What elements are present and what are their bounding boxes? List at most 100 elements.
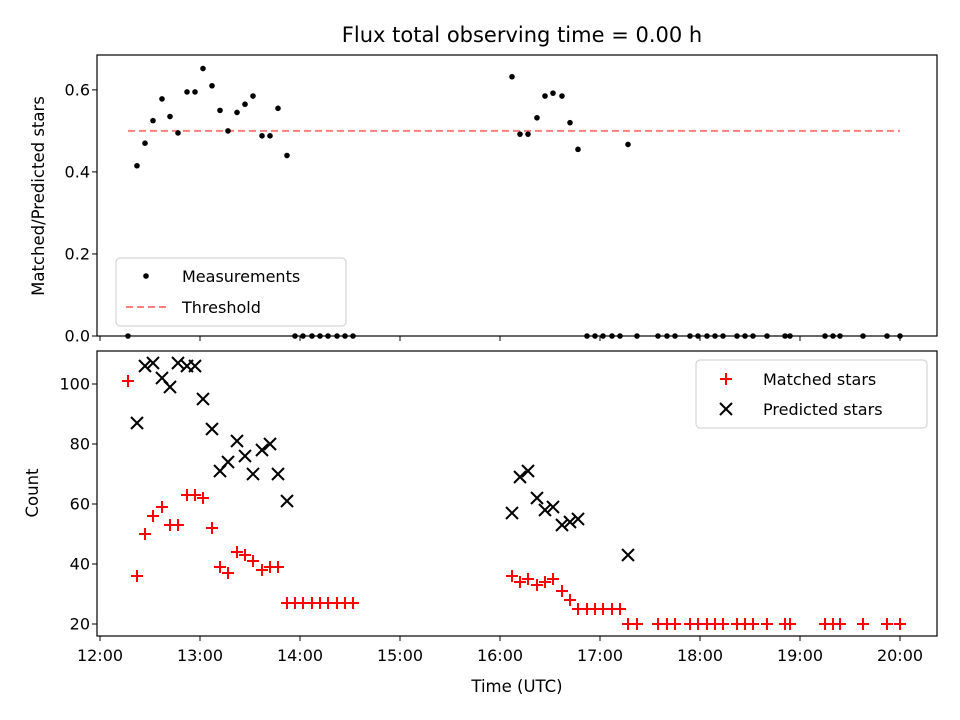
bottom-legend-box (695, 359, 928, 429)
matched-star-point (139, 528, 151, 540)
predicted-star-point (255, 443, 269, 457)
predicted-star-point (130, 416, 144, 430)
top-axis-ticks (92, 89, 901, 341)
bottom-y-tick-label: 20 (70, 615, 90, 634)
predicted-star-point (538, 503, 552, 517)
top-legend: Measurements Threshold (115, 257, 347, 327)
bottom-axis-ticks (92, 383, 901, 641)
measurement-point (250, 93, 256, 99)
x-tick-label: 12:00 (77, 646, 123, 665)
top-y-tick-label: 0.0 (65, 327, 90, 346)
bottom-y-tick-label: 100 (59, 375, 90, 394)
measurement-point (134, 162, 140, 169)
predicted-star-point (530, 491, 544, 505)
predicted-star-point (571, 512, 585, 526)
matched-star-point (131, 570, 143, 582)
measurement-point (550, 90, 556, 96)
predicted-star-point (280, 494, 294, 508)
matched-star-point (147, 510, 159, 522)
measurement-point (517, 131, 523, 137)
matched-star-point (222, 567, 234, 579)
matched-star-point (122, 375, 134, 387)
predicted-star-point (246, 467, 260, 481)
measurement-point (559, 93, 565, 99)
measurement-point (567, 119, 573, 126)
bottom-y-axis-label: Count (23, 468, 42, 518)
predicted-star-point (163, 380, 177, 394)
predicted-star-point (263, 437, 277, 451)
predicted-star-point (230, 434, 244, 448)
top-y-tick-labels: 0.0 0.2 0.4 0.6 (65, 80, 90, 345)
predicted-star-point (513, 470, 527, 484)
legend-marker-measurements (143, 273, 149, 279)
matched-star-point (514, 576, 526, 588)
matched-stars-series (122, 375, 906, 630)
matched-star-point (247, 555, 259, 567)
matched-star-point (206, 522, 218, 534)
matched-star-point (556, 585, 568, 597)
x-axis-label: Time (UTC) (470, 677, 562, 696)
predicted-star-point (196, 392, 210, 406)
matched-star-point (531, 579, 543, 591)
predicted-star-point (188, 359, 202, 373)
bottom-y-tick-labels: 20 40 60 80 100 (59, 375, 90, 634)
x-tick-labels: 12:00 13:00 14:00 15:00 16:00 17:00 18:0… (77, 646, 923, 665)
legend-marker-predicted (719, 402, 733, 416)
x-tick-label: 18:00 (677, 646, 723, 665)
measurement-point (167, 113, 173, 120)
measurement-point (267, 133, 273, 139)
measurement-point (217, 107, 223, 114)
predicted-star-point (555, 518, 569, 532)
matched-star-point (506, 570, 518, 582)
matched-star-point (614, 603, 626, 615)
measurement-point (209, 82, 215, 89)
top-y-axis-label: Matched/Predicted stars (29, 96, 48, 296)
top-legend-box (115, 257, 347, 327)
top-y-tick-label: 0.2 (65, 244, 90, 263)
predicted-star-point (221, 455, 235, 469)
bottom-y-tick-label: 60 (70, 495, 90, 514)
predicted-star-point (171, 356, 185, 370)
legend-label-threshold: Threshold (181, 298, 261, 317)
matched-star-point (172, 519, 184, 531)
legend-label-predicted: Predicted stars (763, 400, 883, 419)
measurement-point (275, 105, 281, 112)
measurement-point (284, 152, 290, 159)
measurement-point (234, 109, 240, 116)
top-y-tick-label: 0.6 (65, 80, 90, 99)
bottom-plot-frame (96, 350, 938, 637)
x-tick-label: 19:00 (777, 646, 823, 665)
predicted-star-point (505, 506, 519, 520)
measurement-point (225, 128, 231, 134)
matched-star-point (256, 564, 268, 576)
measurement-point (509, 73, 515, 80)
x-tick-label: 15:00 (377, 646, 423, 665)
measurement-point (575, 146, 581, 153)
x-tick-label: 14:00 (277, 646, 323, 665)
bottom-y-tick-label: 80 (70, 435, 90, 454)
matched-star-point (669, 618, 681, 630)
predicted-stars-series (130, 356, 635, 562)
measurement-point (534, 114, 540, 121)
x-tick-label: 20:00 (877, 646, 923, 665)
legend-marker-matched (720, 373, 732, 385)
matched-star-point (272, 561, 284, 573)
measurement-point (542, 93, 548, 99)
bottom-legend: Matched stars Predicted stars (695, 359, 928, 429)
predicted-star-point (146, 356, 160, 370)
top-panel: Flux total observing time = 0.00 h Match… (29, 23, 938, 346)
matched-star-point (156, 501, 168, 513)
measurement-point (242, 101, 248, 108)
matched-star-point (547, 573, 559, 585)
legend-label-matched: Matched stars (763, 370, 876, 389)
top-plot-frame (96, 54, 938, 337)
measurement-point (184, 89, 190, 95)
matched-star-point (189, 489, 201, 501)
x-tick-label: 17:00 (577, 646, 623, 665)
measurement-point (150, 117, 156, 124)
matched-star-point (784, 618, 796, 630)
measurement-point (192, 89, 198, 95)
predicted-star-point (238, 449, 252, 463)
matched-star-point (522, 573, 534, 585)
